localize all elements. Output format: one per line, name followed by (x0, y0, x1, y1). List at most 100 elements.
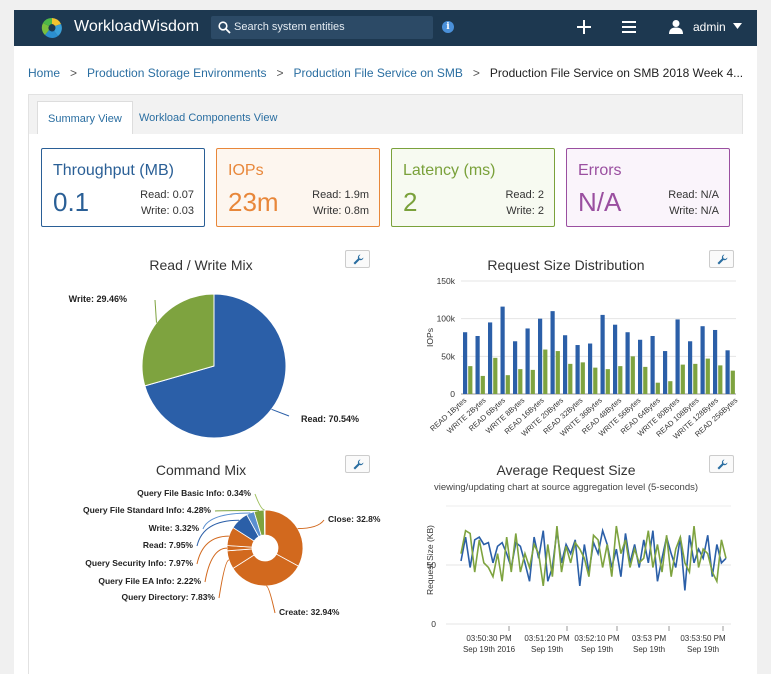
bar (493, 357, 498, 394)
donut-label: Read: 7.95% (143, 540, 194, 550)
pie-connector (271, 408, 290, 417)
x-tick-label: Sep 19th 2016 (463, 645, 516, 654)
breadcrumb-separator: > (276, 66, 284, 80)
kpi-read: Read: 0.07 (140, 189, 194, 201)
bar (575, 345, 580, 394)
donut-label: Query File Standard Info: 4.28% (83, 505, 211, 515)
donut-connector (204, 547, 228, 583)
donut-connector (196, 519, 240, 547)
y-axis-label: Request Size (KB) (425, 525, 435, 595)
top-nav-bar: WorkloadWisdom Search system entities i … (14, 10, 757, 46)
bar (625, 332, 630, 394)
donut-label: Query Security Info: 7.97% (85, 558, 193, 568)
bar (550, 311, 555, 394)
chart-title-request-size-distribution: Request Size Distribution (487, 257, 645, 273)
donut-label: Close: 32.8% (328, 514, 381, 524)
kpi-title: Errors (578, 162, 622, 179)
line-series (460, 525, 727, 586)
donut-label: Create: 32.94% (279, 607, 340, 617)
y-tick-label: 150k (437, 276, 456, 286)
breadcrumb-separator: > (472, 66, 480, 80)
breadcrumb-storage-environments[interactable]: Production Storage Environments (87, 66, 267, 80)
bar (630, 356, 635, 394)
bar (655, 382, 660, 394)
user-icon[interactable] (669, 19, 683, 34)
bar (580, 362, 585, 394)
donut-label: Query File Basic Info: 0.34% (137, 488, 251, 498)
pie-connector (154, 299, 157, 323)
bar (675, 319, 680, 394)
chevron-down-icon[interactable] (733, 23, 742, 29)
tab-summary-view[interactable]: Summary View (37, 101, 133, 135)
bar (468, 366, 473, 394)
x-tick-label: Sep 19th (687, 645, 719, 654)
breadcrumb-current: Production File Service on SMB 2018 Week… (489, 66, 744, 80)
bar (688, 341, 693, 394)
kpi-title: IOPs (228, 162, 264, 179)
bar (668, 381, 673, 394)
brand-name[interactable]: WorkloadWisdom (74, 18, 200, 35)
bar (588, 343, 593, 394)
kpi-write: Write: 2 (506, 205, 544, 217)
hamburger-menu-icon[interactable] (621, 19, 637, 35)
wrench-icon (353, 254, 364, 265)
bar (530, 369, 535, 394)
kpi-read: Read: 1.9m (312, 189, 369, 201)
bar (705, 358, 710, 394)
breadcrumb: Home > Production Storage Environments > Pro… (28, 66, 743, 80)
chart-title-average-request-size: Average Request Size (496, 462, 636, 478)
chart-settings-button[interactable] (345, 455, 370, 473)
y-axis-label: IOPs (425, 328, 435, 347)
chart-settings-button[interactable] (709, 250, 734, 268)
bar (488, 322, 493, 394)
bar (643, 366, 648, 394)
bar (543, 349, 548, 394)
chart-settings-button[interactable] (345, 250, 370, 268)
bar (680, 364, 685, 394)
y-tick-label: 50 (427, 560, 437, 570)
breadcrumb-separator: > (70, 66, 78, 80)
donut-label: Query File EA Info: 2.22% (98, 576, 201, 586)
donut-label: Write: 3.32% (149, 523, 200, 533)
breadcrumb-file-service[interactable]: Production File Service on SMB (293, 66, 463, 80)
y-tick-label: 50k (441, 351, 455, 361)
info-icon[interactable]: i (442, 21, 454, 33)
add-icon[interactable] (575, 18, 593, 36)
bar (525, 328, 530, 394)
bar (600, 314, 605, 394)
bar (555, 351, 560, 394)
read-write-mix-chart: Read: 70.54% Write: 29.46% (69, 293, 359, 439)
kpi-iops: IOPs 23m Read: 1.9m Write: 0.8m (216, 148, 380, 227)
search-input[interactable]: Search system entities (211, 16, 433, 39)
kpi-throughput: Throughput (MB) 0.1 Read: 0.07 Write: 0.… (41, 148, 205, 227)
chart-title-command-mix: Command Mix (155, 462, 247, 478)
kpi-write: Write: 0.8m (312, 205, 369, 217)
chart-title-read-write-mix: Read / Write Mix (149, 257, 253, 273)
y-tick-label: 0 (431, 619, 436, 629)
tab-workload-components-view[interactable]: Workload Components View (139, 112, 278, 124)
summary-content: Throughput (MB) 0.1 Read: 0.07 Write: 0.… (29, 134, 744, 674)
bar (713, 329, 718, 394)
bar (518, 369, 523, 394)
bar (605, 369, 610, 394)
x-tick-label: 03:53:50 PM (680, 634, 726, 643)
kpi-write: Write: 0.03 (141, 205, 194, 217)
user-name[interactable]: admin (693, 20, 726, 34)
bar (718, 365, 723, 394)
chart-settings-button[interactable] (709, 455, 734, 473)
pie-slice (141, 293, 215, 387)
x-tick-label: 03:53 PM (632, 634, 667, 643)
bar (618, 366, 623, 394)
wrench-icon (353, 459, 364, 470)
wrench-icon (717, 459, 728, 470)
y-tick-label: 100k (437, 314, 456, 324)
kpi-value: 23m (228, 187, 279, 217)
search-icon (218, 21, 231, 34)
logo-icon (41, 17, 62, 38)
kpi-write: Write: N/A (669, 205, 719, 217)
command-mix-chart: Close: 32.8% Create: 32.94% Query Director… (83, 488, 381, 617)
breadcrumb-home[interactable]: Home (28, 66, 61, 80)
x-tick-label: Sep 19th (531, 645, 563, 654)
donut-connector (297, 519, 325, 530)
